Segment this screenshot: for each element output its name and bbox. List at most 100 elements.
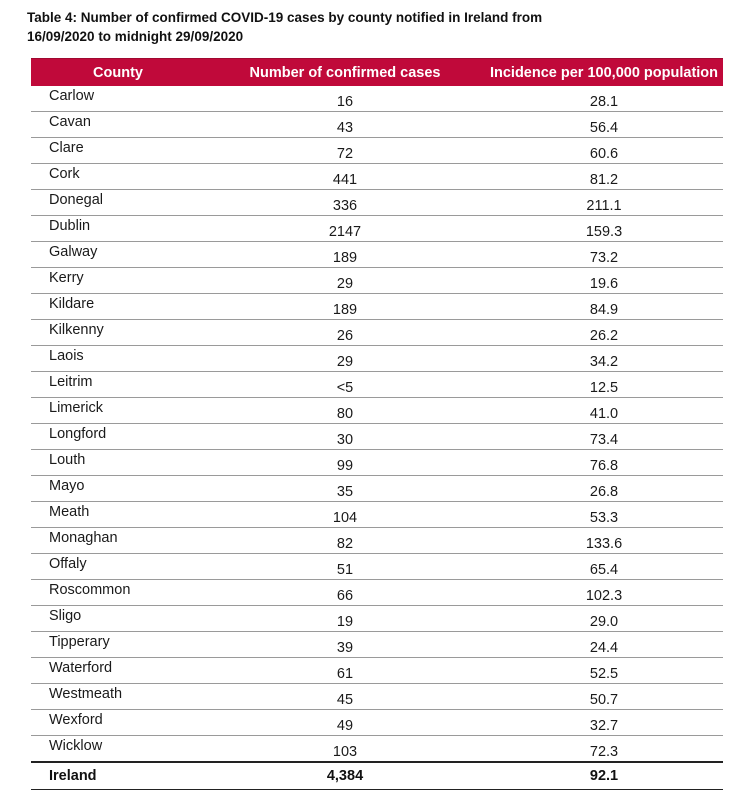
table-header: County Number of confirmed cases Inciden…	[31, 58, 723, 86]
table-row: Kerry 29 19.6	[31, 267, 723, 294]
cell-county: Cavan	[31, 111, 205, 138]
cell-confirmed-cases: 51	[205, 553, 485, 580]
table-row: Tipperary 39 24.4	[31, 631, 723, 658]
cell-incidence: 60.6	[485, 137, 723, 164]
cell-incidence: 81.2	[485, 163, 723, 190]
table-row: Roscommon 66 102.3	[31, 579, 723, 606]
cell-confirmed-cases: <5	[205, 371, 485, 398]
cell-county: Westmeath	[31, 683, 205, 710]
table-row: Cavan 43 56.4	[31, 111, 723, 138]
cell-incidence: 28.1	[485, 86, 723, 112]
cell-confirmed-cases: 80	[205, 397, 485, 424]
cell-incidence: 26.2	[485, 319, 723, 346]
cell-confirmed-cases: 82	[205, 527, 485, 554]
table-row: Longford 30 73.4	[31, 423, 723, 450]
cell-county: Kerry	[31, 267, 205, 294]
table-row: Louth 99 76.8	[31, 449, 723, 476]
cell-confirmed-cases: 45	[205, 683, 485, 710]
cell-confirmed-cases: 336	[205, 189, 485, 216]
cell-confirmed-cases: 72	[205, 137, 485, 164]
header-row: County Number of confirmed cases Inciden…	[31, 58, 723, 86]
cell-incidence: 29.0	[485, 605, 723, 632]
cell-county: Offaly	[31, 553, 205, 580]
cell-incidence: 34.2	[485, 345, 723, 372]
cell-confirmed-cases: 104	[205, 501, 485, 528]
cell-incidence: 12.5	[485, 371, 723, 398]
cell-confirmed-cases: 29	[205, 345, 485, 372]
cell-incidence: 24.4	[485, 631, 723, 658]
cell-confirmed-cases: 99	[205, 449, 485, 476]
cell-incidence: 32.7	[485, 709, 723, 736]
cell-incidence: 133.6	[485, 527, 723, 554]
cell-incidence: 84.9	[485, 293, 723, 320]
total-cases: 4,384	[205, 761, 485, 790]
table-row: Offaly 51 65.4	[31, 553, 723, 580]
cell-county: Galway	[31, 241, 205, 268]
cell-incidence: 53.3	[485, 501, 723, 528]
header-county: County	[31, 58, 205, 86]
table-row: Sligo 19 29.0	[31, 605, 723, 632]
table-row: Limerick 80 41.0	[31, 397, 723, 424]
cell-confirmed-cases: 43	[205, 111, 485, 138]
cell-incidence: 19.6	[485, 267, 723, 294]
cell-confirmed-cases: 103	[205, 735, 485, 763]
county-cases-table-container: County Number of confirmed cases Inciden…	[31, 58, 723, 790]
table-row: Wicklow 103 72.3	[31, 735, 723, 763]
table-row: Waterford 61 52.5	[31, 657, 723, 684]
total-county: Ireland	[31, 761, 205, 790]
cell-confirmed-cases: 39	[205, 631, 485, 658]
cell-confirmed-cases: 441	[205, 163, 485, 190]
cell-county: Waterford	[31, 657, 205, 684]
table-row: Mayo 35 26.8	[31, 475, 723, 502]
cell-confirmed-cases: 2147	[205, 215, 485, 242]
cell-confirmed-cases: 189	[205, 293, 485, 320]
cell-county: Meath	[31, 501, 205, 528]
table-caption: Table 4: Number of confirmed COVID-19 ca…	[27, 10, 543, 44]
table-row: Westmeath 45 50.7	[31, 683, 723, 710]
cell-confirmed-cases: 35	[205, 475, 485, 502]
cell-county: Kilkenny	[31, 319, 205, 346]
cell-county: Kildare	[31, 293, 205, 320]
cell-incidence: 26.8	[485, 475, 723, 502]
table-row: Kildare 189 84.9	[31, 293, 723, 320]
header-incidence: Incidence per 100,000 population	[485, 58, 723, 86]
table-row: Galway 189 73.2	[31, 241, 723, 268]
cell-county: Cork	[31, 163, 205, 190]
cell-confirmed-cases: 61	[205, 657, 485, 684]
table-body: Carlow 16 28.1 Cavan 43 56.4 Clare 72 60.6 Cork 44…	[31, 86, 723, 763]
cell-incidence: 56.4	[485, 111, 723, 138]
cell-confirmed-cases: 16	[205, 86, 485, 112]
cell-confirmed-cases: 19	[205, 605, 485, 632]
table-row: Meath 104 53.3	[31, 501, 723, 528]
cell-county: Clare	[31, 137, 205, 164]
table-footer: Ireland 4,384 92.1	[31, 761, 723, 790]
cell-county: Donegal	[31, 189, 205, 216]
cell-county: Tipperary	[31, 631, 205, 658]
cell-incidence: 52.5	[485, 657, 723, 684]
cell-incidence: 76.8	[485, 449, 723, 476]
county-cases-table: County Number of confirmed cases Inciden…	[31, 58, 723, 790]
cell-confirmed-cases: 66	[205, 579, 485, 606]
table-row: Leitrim <5 12.5	[31, 371, 723, 398]
total-row: Ireland 4,384 92.1	[31, 761, 723, 790]
table-row: Wexford 49 32.7	[31, 709, 723, 736]
cell-confirmed-cases: 26	[205, 319, 485, 346]
cell-county: Leitrim	[31, 371, 205, 398]
table-row: Kilkenny 26 26.2	[31, 319, 723, 346]
cell-county: Wexford	[31, 709, 205, 736]
cell-county: Laois	[31, 345, 205, 372]
cell-confirmed-cases: 49	[205, 709, 485, 736]
cell-county: Sligo	[31, 605, 205, 632]
cell-confirmed-cases: 30	[205, 423, 485, 450]
cell-county: Longford	[31, 423, 205, 450]
cell-county: Carlow	[31, 86, 205, 112]
cell-county: Louth	[31, 449, 205, 476]
cell-county: Limerick	[31, 397, 205, 424]
table-row: Carlow 16 28.1	[31, 86, 723, 112]
cell-incidence: 41.0	[485, 397, 723, 424]
cell-county: Dublin	[31, 215, 205, 242]
table-row: Clare 72 60.6	[31, 137, 723, 164]
cell-incidence: 65.4	[485, 553, 723, 580]
cell-county: Monaghan	[31, 527, 205, 554]
cell-incidence: 211.1	[485, 189, 723, 216]
